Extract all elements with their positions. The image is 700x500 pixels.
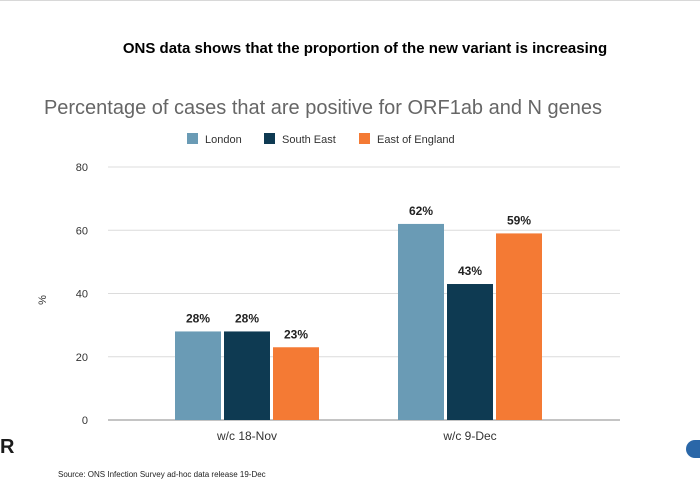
- legend-label: South East: [282, 134, 336, 146]
- slide-headline: ONS data shows that the proportion of th…: [122, 40, 608, 57]
- y-tick-label: 0: [82, 415, 88, 427]
- partner-logo-icon: [686, 440, 700, 458]
- y-axis-label: %: [37, 295, 49, 305]
- data-label: 28%: [186, 311, 210, 325]
- left-logo: R: [0, 436, 15, 458]
- bars: 28% 28% 23% 62% 43% 59%: [175, 204, 542, 420]
- data-label: 28%: [235, 311, 259, 325]
- legend-swatch: [187, 133, 198, 144]
- bar-south-east-2: [447, 284, 493, 420]
- chart-title: Percentage of cases that are positive fo…: [44, 97, 602, 119]
- legend-swatch: [264, 133, 275, 144]
- data-label: 43%: [458, 264, 482, 278]
- x-tick-label: w/c 18-Nov: [216, 429, 277, 443]
- legend: London South East East of England: [187, 133, 455, 146]
- data-label: 23%: [284, 327, 308, 341]
- bar-south-east-1: [224, 331, 270, 420]
- bar-london-2: [398, 223, 444, 420]
- bar-london-1: [175, 331, 221, 420]
- bar-east-of-england-2: [496, 233, 542, 420]
- y-tick-label: 80: [76, 162, 88, 174]
- top-border: [0, 0, 700, 1]
- x-tick-label: w/c 9-Dec: [442, 429, 496, 443]
- y-tick-label: 20: [76, 352, 88, 364]
- y-axis-ticks: 0 20 40 60 80: [76, 162, 88, 427]
- data-label: 62%: [409, 204, 433, 218]
- x-axis-ticks: w/c 18-Nov w/c 9-Dec: [216, 429, 497, 443]
- data-label: 59%: [507, 213, 531, 227]
- legend-label: East of England: [377, 134, 455, 146]
- source-note: Source: ONS Infection Survey ad-hoc data…: [58, 470, 266, 479]
- legend-label: London: [205, 134, 242, 146]
- y-tick-label: 60: [76, 225, 88, 237]
- bar-east-of-england-1: [273, 347, 319, 420]
- legend-swatch: [359, 133, 370, 144]
- y-tick-label: 40: [76, 289, 88, 301]
